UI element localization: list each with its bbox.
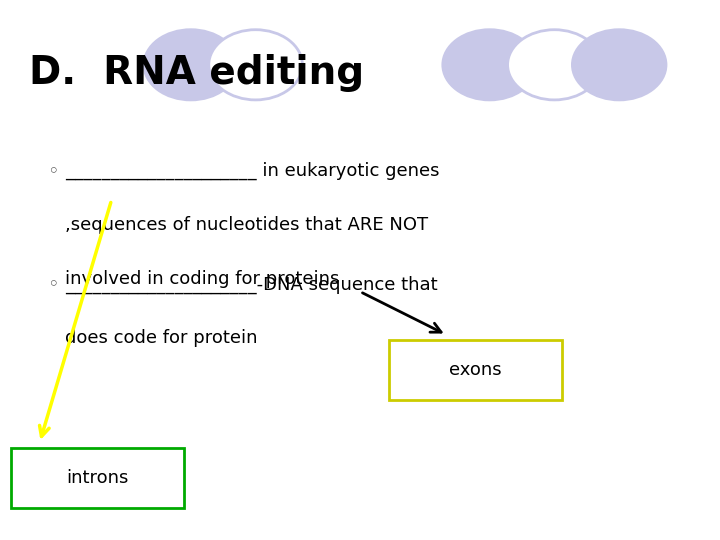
- Circle shape: [508, 30, 601, 100]
- Text: _____________________-DNA sequence that: _____________________-DNA sequence that: [65, 275, 438, 294]
- Text: does code for protein: does code for protein: [65, 329, 257, 347]
- FancyBboxPatch shape: [389, 340, 562, 400]
- Text: ◦: ◦: [47, 275, 58, 294]
- Circle shape: [443, 30, 536, 100]
- Text: exons: exons: [449, 361, 502, 379]
- Text: _____________________ in eukaryotic genes: _____________________ in eukaryotic gene…: [65, 162, 439, 180]
- Circle shape: [572, 30, 666, 100]
- Text: involved in coding for proteins: involved in coding for proteins: [65, 270, 339, 288]
- Text: introns: introns: [66, 469, 128, 487]
- FancyBboxPatch shape: [11, 448, 184, 508]
- Text: D.  RNA editing: D. RNA editing: [29, 54, 364, 92]
- Text: ◦: ◦: [47, 162, 58, 181]
- Circle shape: [209, 30, 302, 100]
- Text: ,sequences of nucleotides that ARE NOT: ,sequences of nucleotides that ARE NOT: [65, 216, 428, 234]
- Circle shape: [144, 30, 238, 100]
